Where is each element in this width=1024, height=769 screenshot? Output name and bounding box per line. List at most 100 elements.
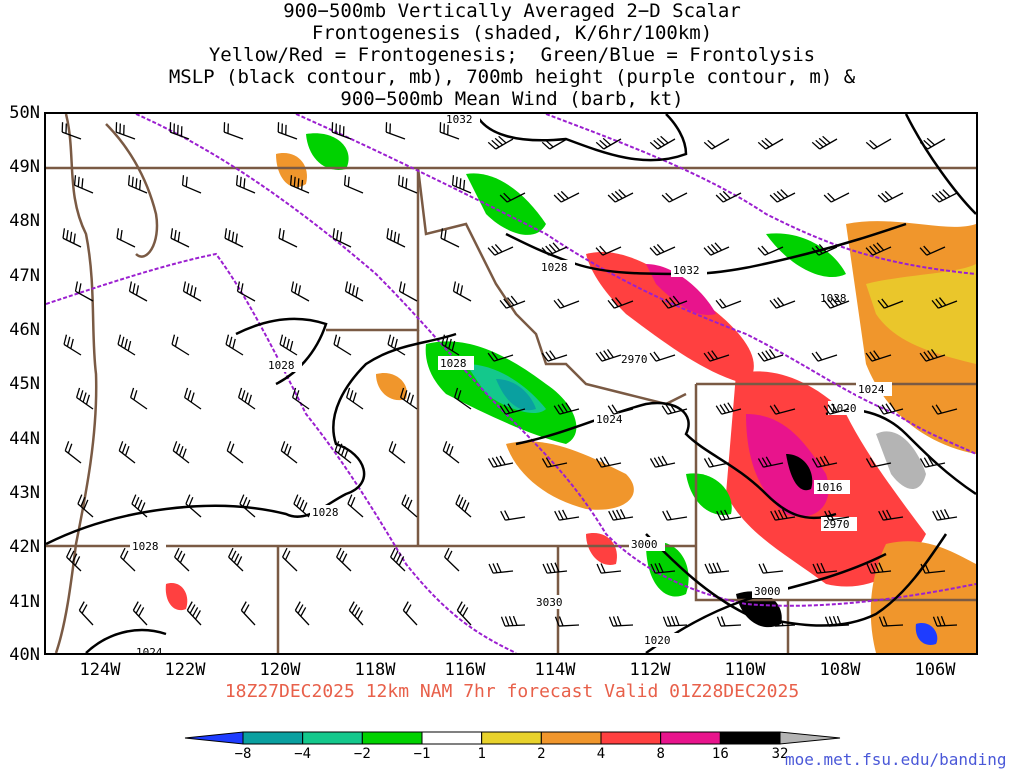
wind-barb	[812, 136, 837, 149]
wind-barb	[226, 335, 243, 355]
wind-barb	[824, 193, 849, 202]
wind-barb	[337, 548, 351, 571]
wind-barb	[172, 335, 189, 355]
wind-barb	[441, 228, 459, 247]
coastline	[56, 114, 157, 653]
wind-barb	[131, 388, 147, 409]
wind-barb	[64, 335, 81, 355]
title-line-5: 900−500mb Mean Wind (barb, kt)	[0, 88, 1024, 110]
wind-barb	[224, 122, 243, 139]
wind-barb	[283, 548, 297, 571]
wind-barb	[295, 602, 309, 625]
title-line-3: Yellow/Red = Frontogenesis; Green/Blue =…	[0, 44, 1024, 66]
wind-barb	[389, 441, 405, 463]
wind-barb	[278, 122, 297, 139]
wind-barb	[187, 602, 201, 625]
wind-barb	[716, 191, 741, 202]
wind-barb	[116, 122, 135, 139]
lat-label-47n: 47N	[0, 266, 40, 286]
wind-barb	[229, 548, 243, 571]
lon-label-110w: 110W	[715, 660, 775, 680]
wind-barb	[281, 441, 297, 463]
wind-barb	[346, 281, 363, 301]
scale-segment-max	[780, 732, 840, 744]
mslp-label-5: 1028	[268, 359, 295, 372]
wind-barb	[347, 388, 363, 409]
mslp-label-3: 1028	[541, 261, 568, 274]
lat-label-46n: 46N	[0, 320, 40, 340]
mslp-label-10: 1024	[136, 646, 163, 653]
scale-label: 16	[705, 746, 735, 762]
lon-label-120w: 120W	[250, 660, 310, 680]
wind-barb	[240, 495, 255, 517]
wind-barb	[932, 190, 957, 203]
wind-barb	[348, 495, 363, 517]
wind-barb	[79, 602, 93, 625]
scale-label: 1	[467, 746, 497, 762]
wind-barb	[117, 228, 135, 247]
lat-label-43n: 43N	[0, 483, 40, 503]
wind-barb	[543, 563, 567, 573]
title-line-2: Frontogenesis (shaded, K/6hr/100km)	[0, 22, 1024, 44]
lon-label-122w: 122W	[155, 660, 215, 680]
scale-segment-2	[303, 732, 363, 744]
wind-barb	[597, 564, 621, 574]
lat-label-45n: 45N	[0, 374, 40, 394]
lon-label-124w: 124W	[70, 660, 130, 680]
lon-label-112w: 112W	[620, 660, 680, 680]
lat-label-42n: 42N	[0, 537, 40, 557]
wind-barb	[609, 509, 633, 520]
wind-barb	[501, 616, 525, 626]
wind-barb	[77, 388, 93, 409]
wind-barb	[501, 511, 525, 521]
wind-barb	[609, 616, 633, 626]
wind-barb	[345, 175, 363, 193]
wind-barb	[63, 228, 81, 247]
wind-barb	[704, 243, 729, 255]
wind-barb	[334, 335, 351, 355]
wind-barb	[75, 175, 93, 193]
scale-segment-6	[541, 732, 601, 744]
wind-barb	[170, 122, 189, 139]
wind-barb	[76, 281, 93, 301]
scale-label: 2	[526, 746, 556, 762]
wind-barb	[716, 299, 741, 308]
wind-barb	[770, 298, 795, 309]
wind-barb	[241, 602, 255, 625]
mslp-label-6: 1028	[440, 357, 467, 370]
wind-barb	[445, 548, 459, 571]
map-panel: 1032 1032 1028 1028 1028 1028 1028 1028 …	[44, 112, 978, 655]
wind-barb	[400, 281, 417, 301]
mslp-label-2: 1032	[673, 264, 700, 277]
wind-barb	[294, 495, 309, 517]
lat-label-49n: 49N	[0, 157, 40, 177]
wind-barb	[596, 138, 621, 149]
source-credit[interactable]: moe.met.fsu.edu/banding	[785, 750, 1007, 769]
lon-label-118w: 118W	[345, 660, 405, 680]
wind-barb	[759, 564, 783, 574]
wind-barb	[457, 602, 471, 625]
wind-barb	[663, 616, 687, 626]
wind-barb	[933, 509, 957, 520]
scale-segment-4	[422, 732, 482, 744]
wind-barb	[133, 602, 147, 625]
wind-barb	[130, 281, 147, 301]
lat-label-41n: 41N	[0, 592, 40, 612]
lon-label-114w: 114W	[525, 660, 585, 680]
mslp-label-14: 1024	[858, 383, 885, 396]
wind-barb	[489, 563, 513, 573]
scale-segment-min	[185, 732, 243, 744]
mslp-label-11: 1020	[644, 634, 671, 647]
height-label-1: 2970	[621, 353, 648, 366]
wind-barb	[488, 136, 513, 149]
wind-barb	[386, 122, 405, 139]
wind-barb	[65, 441, 81, 463]
scale-segment-1	[243, 732, 303, 744]
wind-barb	[118, 335, 135, 355]
mslp-label-8: 1028	[132, 540, 159, 553]
wind-barb	[403, 602, 417, 625]
wind-barb	[650, 244, 675, 255]
wind-barb	[758, 349, 783, 361]
wind-barb	[279, 228, 297, 247]
mslp-label-12: 1016	[816, 481, 843, 494]
